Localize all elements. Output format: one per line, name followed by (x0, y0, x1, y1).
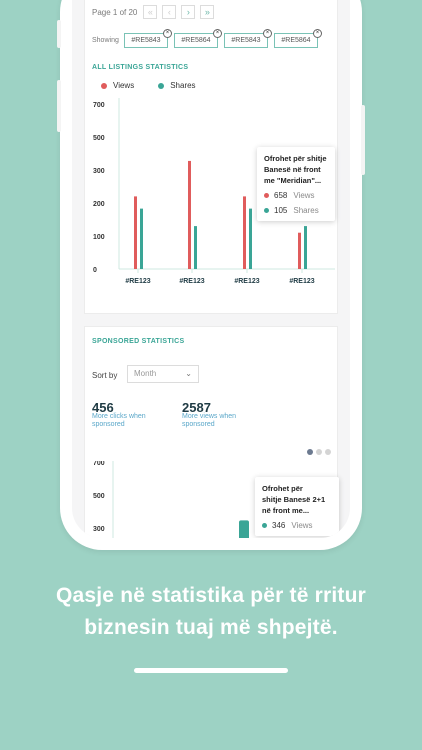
promo-headline: Qasje në statistika për të rritur biznes… (0, 580, 422, 644)
y-tick-label: 0 (93, 267, 97, 274)
all-listings-title: ALL LISTINGS STATISTICS (92, 64, 189, 71)
phone-side-button (361, 105, 365, 175)
y-tick-label: 300 (93, 168, 105, 175)
tooltip-title: me "Meridian"... (264, 176, 322, 185)
bar-shares (140, 208, 143, 269)
sort-select[interactable]: Month ⌄ (127, 365, 199, 383)
filter-tag-label: #RE5843 (231, 37, 261, 44)
shares-legend-dot (158, 82, 165, 89)
x-tick-label: #RE123 (289, 278, 314, 285)
first-page-button[interactable]: « (143, 5, 158, 19)
carousel-dot[interactable] (316, 449, 322, 455)
bar-views (134, 196, 137, 269)
chart-legend: Views Shares (101, 81, 220, 90)
views-dot (262, 523, 267, 528)
tooltip-views-value: 658 (274, 191, 288, 200)
sort-select-value: Month (134, 369, 157, 378)
tooltip-title: shitje Banesë 2+1 (262, 495, 326, 504)
filter-tag: #RE5843 × (124, 29, 172, 48)
views-stat-value: 2587 (182, 400, 211, 415)
tooltip-shares-label: Shares (293, 206, 319, 215)
x-tick-label: #RE123 (125, 278, 150, 285)
bar-shares (249, 208, 252, 269)
clicks-stat-label: More clicks when sponsored (92, 413, 146, 428)
carousel-dots (304, 449, 331, 455)
app-screen: Page 1 of 20 « ‹ › » Showing #RE5843 × #… (72, 0, 350, 538)
remove-tag-icon[interactable]: × (263, 29, 272, 38)
y-tick-label: 700 (93, 461, 105, 467)
bar-views (243, 196, 246, 269)
bar-views (239, 520, 249, 538)
filter-tag-label: #RE5864 (281, 37, 311, 44)
bar-views (188, 160, 191, 269)
tooltip-views-value: 346 (272, 521, 286, 530)
x-tick-label: #RE123 (179, 278, 204, 285)
filter-tag: #RE5843 × (224, 29, 272, 48)
headline-line: Qasje në statistika për të rritur (55, 584, 367, 607)
bar-shares (304, 226, 307, 269)
page-indicator: Page 1 of 20 (92, 7, 138, 17)
views-legend-dot (101, 82, 107, 89)
tooltip-views-label: Views (293, 191, 315, 200)
last-page-button[interactable]: » (200, 5, 215, 19)
x-tick-label: #RE123 (234, 278, 259, 285)
filter-tag: #RE5864 × (274, 29, 322, 48)
bar-views (298, 232, 301, 269)
tooltip-views-label: Views (291, 521, 313, 530)
sponsored-card: SPONSORED STATISTICS Sort by Month ⌄ 456… (84, 326, 339, 538)
views-stat-label: More views when sponsored (182, 413, 237, 428)
tooltip-title: në front me... (262, 506, 310, 515)
tooltip-title: Ofrohet për shitje (264, 154, 327, 163)
sponsored-title: SPONSORED STATISTICS (92, 338, 185, 345)
tooltip-title: Banesë në front (264, 165, 321, 174)
tooltip-shares-value: 105 (274, 206, 288, 215)
headline-line: biznesin tuaj më shpejtë. (84, 616, 338, 639)
tooltip-title: Ofrohet për (262, 484, 303, 493)
carousel-dot[interactable] (307, 449, 313, 455)
tooltip-views-row: 346 Views (262, 521, 332, 530)
remove-tag-icon[interactable]: × (213, 29, 222, 38)
y-tick-label: 500 (93, 493, 105, 500)
sponsored-tooltip: Ofrohet për shitje Banesë 2+1 në front m… (255, 477, 339, 536)
sort-by-label: Sort by (92, 371, 118, 380)
tooltip-views-row: 658 Views (264, 191, 328, 200)
filter-tag: #RE5864 × (174, 29, 222, 48)
views-dot (264, 193, 269, 198)
filter-tag-label: #RE5843 (131, 37, 161, 44)
filter-tag-label: #RE5864 (181, 37, 211, 44)
carousel-dot[interactable] (325, 449, 331, 455)
chart-tooltip: Ofrohet për shitje Banesë në front me "M… (257, 147, 335, 221)
y-tick-label: 300 (93, 526, 105, 533)
all-listings-card: Page 1 of 20 « ‹ › » Showing #RE5843 × #… (84, 0, 338, 314)
bar-shares (194, 226, 197, 269)
legend-label: Shares (170, 81, 196, 90)
legend-label: Views (113, 81, 135, 90)
prev-page-button[interactable]: ‹ (162, 5, 177, 19)
tooltip-shares-row: 105 Shares (264, 206, 328, 215)
remove-tag-icon[interactable]: × (313, 29, 322, 38)
y-tick-label: 200 (93, 201, 105, 208)
pagination: Page 1 of 20 « ‹ › » (92, 5, 219, 19)
next-page-button[interactable]: › (181, 5, 196, 19)
shares-dot (264, 208, 269, 213)
home-indicator (134, 668, 288, 673)
remove-tag-icon[interactable]: × (163, 29, 172, 38)
clicks-stat-value: 456 (92, 400, 114, 415)
legend-item-shares[interactable]: Shares (158, 81, 196, 90)
legend-item-views[interactable]: Views (101, 81, 134, 90)
y-tick-label: 500 (93, 135, 105, 142)
chevron-down-icon: ⌄ (185, 369, 192, 378)
showing-label: Showing (92, 37, 119, 44)
listings-bar-chart: 0 100 200 300 500 700 #RE123 #RE123 #RE123 #RE123 (93, 98, 335, 285)
phone-side-button (57, 20, 61, 48)
phone-side-button (57, 80, 61, 132)
y-tick-label: 700 (93, 102, 105, 109)
y-tick-label: 100 (93, 234, 105, 241)
sponsored-bar-chart: 300 500 700 (93, 461, 249, 538)
